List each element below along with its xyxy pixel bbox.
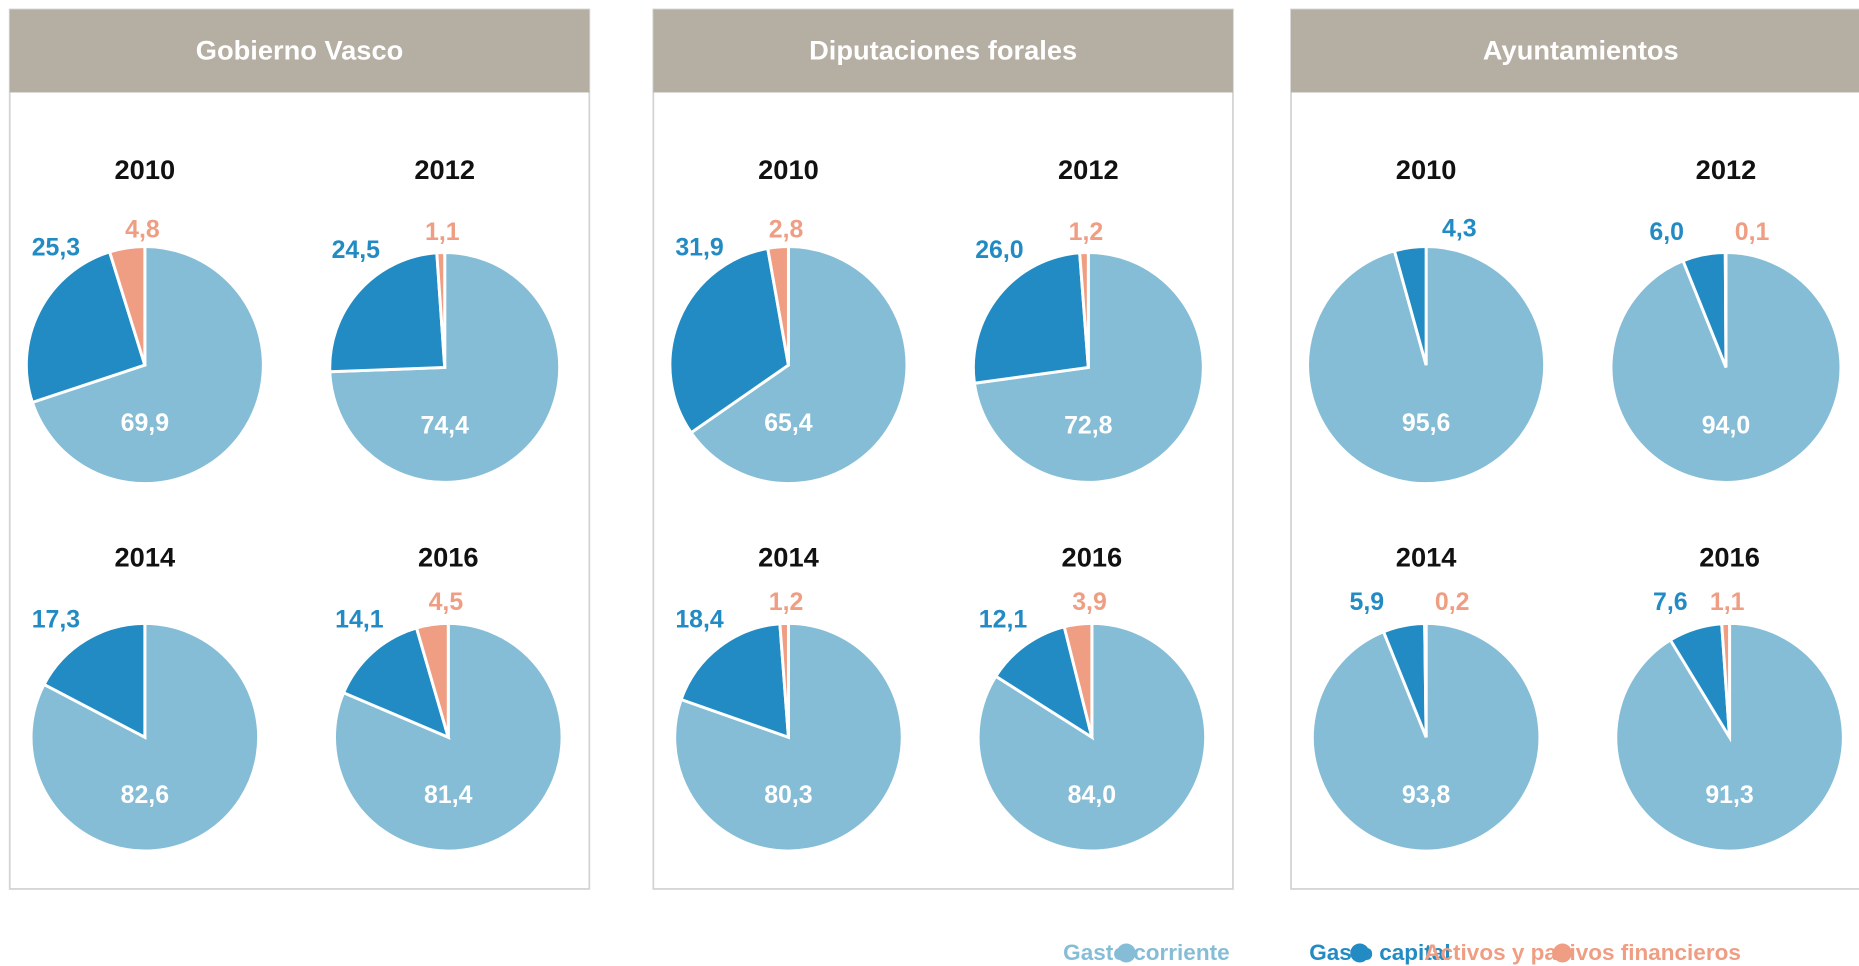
data-label: 95,6 [1402, 409, 1450, 437]
data-label: 25,3 [32, 233, 80, 261]
data-label: 14,1 [335, 606, 384, 634]
pie-slice [679, 622, 791, 740]
pie-slice [328, 251, 447, 374]
pie-slice [30, 245, 265, 485]
pie-slice [1078, 250, 1090, 368]
pie-title: 2014 [115, 542, 176, 573]
data-label: 94,0 [1702, 411, 1750, 439]
data-label: 0,1 [1735, 218, 1770, 246]
data-label: 18,4 [675, 606, 724, 634]
pie-slice [1423, 621, 1428, 738]
pie-slice [29, 621, 261, 853]
data-label: 1,1 [1710, 588, 1745, 616]
pie-slice [107, 245, 147, 366]
legend-label: Gasto corriente [1063, 940, 1229, 965]
data-label: 4,5 [429, 588, 464, 616]
pie-slice [435, 250, 447, 368]
pie-title: 2010 [1396, 154, 1457, 185]
data-label: 17,3 [32, 606, 80, 634]
data-label: 65,4 [764, 409, 813, 437]
pie-title: 2010 [115, 154, 176, 185]
data-label: 93,8 [1402, 781, 1451, 809]
data-label: 2,8 [769, 216, 804, 244]
pie-slice [341, 626, 451, 740]
pie-title: 2014 [758, 542, 819, 573]
legend-swatch [1116, 943, 1136, 963]
data-label: 1,2 [1069, 218, 1104, 246]
pie-title: 2014 [1396, 542, 1457, 573]
data-label: 3,9 [1072, 588, 1107, 616]
legend-label: Activos y pasivos financieros [1424, 940, 1741, 965]
pie-title: 2012 [1058, 154, 1119, 185]
pie-slice [668, 246, 791, 435]
data-label: 1,1 [425, 218, 460, 246]
pie-slice [1720, 621, 1732, 738]
data-label: 12,1 [979, 606, 1028, 634]
pie-title: 2016 [418, 542, 479, 573]
pie-title: 2016 [1062, 542, 1123, 573]
panel-header [653, 9, 1233, 93]
legend-swatch [1552, 943, 1572, 963]
data-label: 80,3 [764, 781, 812, 809]
pie-slice [971, 251, 1090, 385]
pie-slice [766, 245, 790, 366]
data-label: 24,5 [332, 236, 381, 264]
data-label: 26,0 [975, 236, 1023, 264]
pie-slice [414, 621, 450, 738]
pie-slice [42, 621, 147, 740]
panel-header [1291, 9, 1859, 93]
pie-slice [778, 621, 790, 738]
legend-swatch [1350, 943, 1370, 963]
data-label: 0,2 [1435, 588, 1470, 616]
data-label: 6,0 [1649, 218, 1684, 246]
data-label: 84,0 [1068, 781, 1116, 809]
pie-slice [1392, 245, 1428, 366]
pie-title: 2016 [1699, 542, 1760, 573]
pie-slice [993, 625, 1095, 741]
legend-label: Gasto capital [1309, 940, 1450, 965]
data-label: 74,4 [421, 411, 470, 439]
pie-slice [1723, 250, 1728, 368]
pie-slice [689, 245, 909, 486]
data-label: 5,9 [1350, 588, 1385, 616]
data-label: 91,3 [1705, 781, 1753, 809]
pie-title: 2010 [758, 154, 819, 185]
pie-slice [1062, 621, 1094, 738]
data-label: 1,2 [769, 588, 804, 616]
data-label: 81,4 [424, 781, 473, 809]
pie-slice [24, 250, 147, 405]
pie-title: 2012 [1696, 154, 1757, 185]
pie-slice [1614, 621, 1845, 853]
data-label: 69,9 [121, 409, 169, 437]
data-label: 82,6 [121, 781, 169, 809]
panel-title: Diputaciones forales [809, 34, 1077, 65]
data-label: 72,8 [1064, 411, 1113, 439]
panel-title: Ayuntamientos [1483, 34, 1679, 65]
panel-header [9, 9, 590, 93]
data-label: 31,9 [675, 233, 723, 261]
data-label: 7,6 [1653, 588, 1688, 616]
pie-title: 2012 [414, 154, 475, 185]
pie-slice [333, 621, 564, 853]
panel-title: Gobierno Vasco [196, 34, 403, 65]
pie-slice [328, 250, 562, 484]
data-label: 4,3 [1442, 215, 1477, 243]
data-label: 4,8 [125, 216, 160, 244]
